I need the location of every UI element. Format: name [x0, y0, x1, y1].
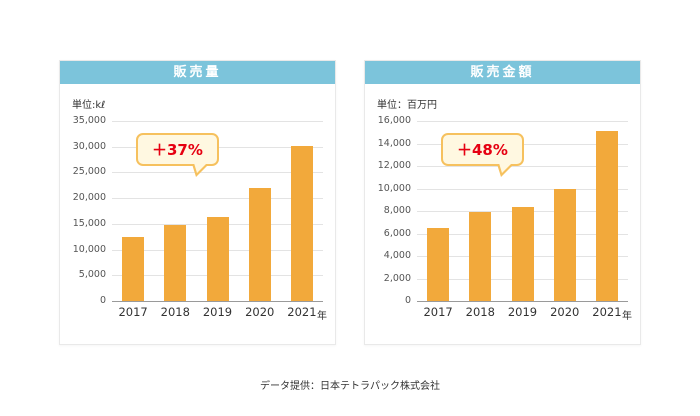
x-axis-labels: 2017 2018 2019 2020 2021 年	[417, 305, 632, 322]
x-tick-label: 2017	[118, 305, 148, 319]
plot-area: ＋37%	[112, 121, 323, 302]
y-tick-label: 0	[404, 295, 411, 306]
gridline	[112, 121, 323, 122]
bar	[427, 227, 450, 301]
bar	[164, 224, 187, 301]
y-tick-label: 2,000	[383, 272, 411, 284]
gridline	[417, 121, 628, 122]
chart-plot-row: 0 2,000 4,000 6,000 8,000 10,000 12,000 14,000 1…	[375, 115, 628, 306]
bar	[511, 206, 534, 301]
y-tick-label: 4,000	[383, 250, 411, 261]
chart-body: 単位：百万円 0 2,000 4,000 6,000 8,000 10,000 12,000…	[365, 84, 640, 322]
sales-amount-card: 販売金額 単位：百万円 0 2,000 4,000 6,000 8,000 10,000 1…	[364, 60, 641, 345]
chart-title-sales-volume: 販売量	[60, 61, 335, 84]
bubble-tail-icon	[499, 163, 512, 173]
data-source-caption: データ提供：日本テトラパック株式会社	[260, 381, 440, 392]
charts-container: 販売量 単位:kℓ 0 5,000 10,000 15,000 20,000 25,000…	[59, 60, 641, 345]
x-axis-suffix: 年	[317, 311, 327, 322]
y-tick-label: 10,000	[72, 243, 106, 255]
y-axis-labels: 0 5,000 10,000 15,000 20,000 25,000 30,000 35,0…	[70, 115, 112, 306]
x-axis-row: 2017 2018 2019 2020 2021 年	[375, 305, 632, 322]
x-tick-label: 2020	[550, 305, 580, 319]
y-tick-label: 6,000	[383, 227, 411, 239]
bar-slot	[417, 227, 459, 301]
gridline	[417, 166, 628, 167]
x-axis-row: 2017 2018 2019 2020 2021 年	[70, 305, 327, 322]
x-tick-label: 2019	[202, 305, 233, 319]
x-tick-label: 2018	[465, 305, 495, 319]
gridline	[112, 198, 323, 200]
x-axis-suffix: 年	[622, 311, 632, 322]
bar	[290, 146, 313, 301]
x-tick-label: 2021	[592, 305, 622, 319]
y-tick-label: 35,000	[72, 115, 106, 126]
bar-slot	[586, 131, 628, 301]
bar-chart-sales-amount: 0 2,000 4,000 6,000 8,000 10,000 12,000 14,000 1…	[375, 115, 632, 322]
annotation-bubble: ＋48%	[441, 133, 524, 177]
x-axis-labels: 2017 2018 2019 2020 2021 年	[112, 305, 327, 322]
bar	[248, 187, 271, 301]
bar	[206, 217, 229, 301]
annotation-text: ＋37%	[152, 141, 203, 159]
unit-label: 単位:kℓ	[72, 100, 106, 111]
bars-group	[417, 121, 628, 301]
y-axis-labels: 0 2,000 4,000 6,000 8,000 10,000 12,000 14,000 1…	[375, 115, 417, 306]
x-tick-label: 2020	[245, 305, 275, 319]
bar-slot	[281, 146, 323, 301]
x-tick-label: 2019	[507, 305, 538, 319]
bar-slot	[459, 212, 501, 301]
gridline	[112, 301, 323, 302]
bar	[469, 212, 492, 301]
sales-volume-card: 販売量 単位:kℓ 0 5,000 10,000 15,000 20,000 25,000…	[59, 60, 336, 345]
bar-slot	[112, 236, 154, 301]
y-tick-label: 15,000	[72, 217, 106, 229]
bar-slot	[196, 217, 238, 301]
bar-slot	[154, 224, 196, 301]
chart-title-sales-amount: 販売金額	[365, 61, 640, 84]
bar-slot	[544, 188, 586, 301]
y-tick-label: 30,000	[72, 140, 106, 152]
gridline	[417, 301, 628, 302]
y-tick-label: 12,000	[377, 160, 411, 171]
x-tick-label: 2017	[423, 305, 453, 319]
y-tick-label: 16,000	[377, 115, 411, 126]
y-tick-label: 20,000	[72, 192, 106, 204]
x-axis-spacer	[70, 305, 112, 319]
plot-area: ＋48%	[417, 121, 628, 302]
bar	[595, 131, 618, 301]
annotation-text: ＋48%	[457, 141, 508, 159]
bar-chart-sales-volume: 0 5,000 10,000 15,000 20,000 25,000 30,000 35,0…	[70, 115, 327, 322]
bar-slot	[501, 206, 543, 301]
chart-body: 単位:kℓ 0 5,000 10,000 15,000 20,000 25,000 30,0…	[60, 84, 335, 322]
x-tick-label: 2021	[287, 305, 317, 319]
unit-label: 単位：百万円	[377, 100, 437, 111]
bars-group	[112, 121, 323, 301]
y-tick-label: 5,000	[78, 269, 106, 281]
y-tick-label: 25,000	[72, 166, 106, 178]
gridline	[417, 188, 628, 190]
y-tick-label: 8,000	[383, 205, 411, 216]
chart-plot-row: 0 5,000 10,000 15,000 20,000 25,000 30,000 35,0…	[70, 115, 323, 306]
bar	[553, 188, 576, 301]
bar-slot	[239, 187, 281, 301]
annotation-bubble: ＋37%	[136, 133, 219, 177]
y-tick-label: 0	[99, 295, 106, 306]
bubble-tail-icon	[194, 163, 207, 173]
x-tick-label: 2018	[160, 305, 190, 319]
x-axis-spacer	[375, 305, 417, 319]
y-tick-label: 10,000	[377, 182, 411, 194]
gridline	[112, 172, 323, 174]
bar	[122, 236, 145, 301]
y-tick-label: 14,000	[377, 137, 411, 149]
